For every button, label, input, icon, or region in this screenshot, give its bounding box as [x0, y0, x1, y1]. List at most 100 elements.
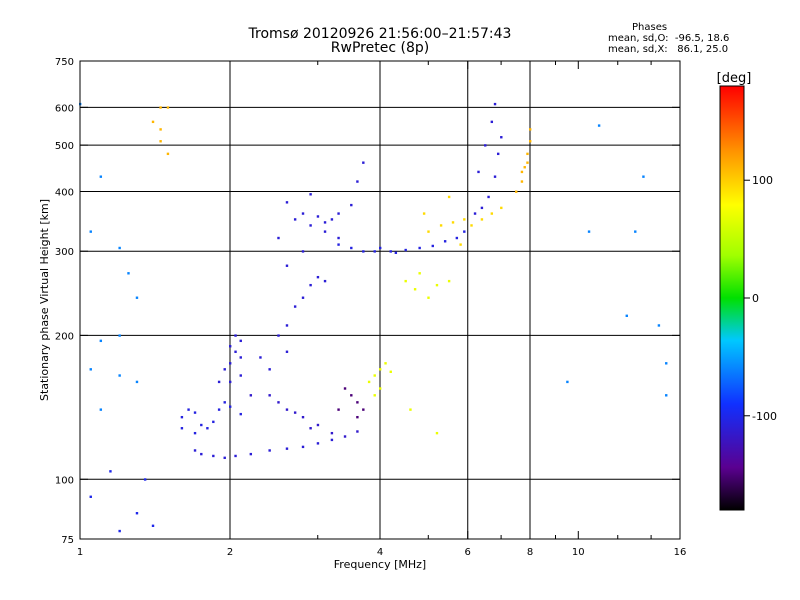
x-tick-label: 8 [527, 547, 533, 558]
data-point [500, 136, 503, 139]
data-point [455, 236, 459, 240]
data-point [523, 166, 526, 169]
data-point [665, 394, 668, 397]
data-point [520, 170, 524, 174]
data-point [118, 374, 121, 377]
data-point [500, 206, 503, 210]
colorbar-tick-label: 100 [752, 174, 773, 187]
data-point [234, 454, 237, 458]
data-point [439, 224, 443, 227]
data-point [151, 524, 155, 528]
data-point [193, 411, 197, 414]
data-point [159, 128, 162, 131]
data-point [118, 334, 121, 337]
colorbar-ticks: 100 0 -100 [744, 174, 777, 423]
x-tick-label: 1 [77, 547, 83, 558]
chart-title: Tromsø 20120926 21:56:00–21:57:43 [248, 26, 512, 42]
y-tick-label: 100 [55, 475, 74, 486]
data-point [293, 218, 297, 221]
data-point [217, 408, 221, 411]
data-point [463, 218, 466, 221]
data-point [520, 180, 524, 183]
x-tick-label: 10 [572, 547, 585, 558]
colorbar-label: [deg] [717, 71, 752, 86]
data-point [99, 175, 103, 178]
data-point [634, 230, 637, 233]
data-point [229, 405, 232, 408]
data-point [515, 190, 518, 193]
data-point [301, 250, 305, 253]
data-point [323, 230, 327, 233]
data-point [373, 374, 376, 377]
data-point [309, 224, 312, 227]
phase-x-stats: mean, sd,X: 86.1, 25.0 [608, 44, 729, 55]
data-points [79, 102, 668, 533]
data-point [427, 230, 430, 233]
data-point [229, 362, 232, 365]
data-point [118, 529, 121, 533]
data-point [249, 452, 253, 456]
data-point [166, 106, 170, 109]
data-point [285, 447, 289, 450]
data-point [293, 411, 297, 414]
chart-subtitle: RwPretec (8p) [330, 40, 430, 56]
data-point [642, 175, 645, 178]
data-point [435, 283, 439, 287]
y-axis-ticks: 75 100 200 300 400 500 600 750 [55, 57, 680, 546]
data-point [493, 102, 497, 106]
data-point [394, 251, 398, 255]
data-point [89, 368, 92, 371]
data-point [309, 193, 312, 196]
data-point [350, 246, 353, 250]
data-point [657, 324, 661, 327]
data-point [200, 423, 203, 427]
data-point [587, 230, 591, 233]
data-point [490, 120, 494, 124]
data-point [285, 350, 289, 353]
data-point [526, 152, 529, 156]
data-point [362, 408, 365, 411]
data-point [187, 408, 190, 411]
data-point [443, 240, 447, 243]
data-point [490, 212, 494, 215]
data-point [427, 296, 430, 299]
data-point [249, 394, 253, 397]
data-point [301, 296, 305, 299]
colorbar-tick-label: -100 [752, 410, 777, 423]
data-point [496, 152, 500, 156]
data-point [463, 230, 466, 233]
data-point [223, 401, 226, 404]
x-tick-label: 2 [227, 547, 233, 558]
x-tick-label: 6 [465, 547, 471, 558]
data-point [362, 250, 365, 253]
data-point [379, 387, 382, 390]
data-point [422, 212, 426, 215]
data-point [239, 412, 242, 416]
data-point [447, 279, 451, 283]
y-tick-label: 400 [55, 187, 74, 198]
data-point [239, 339, 242, 343]
data-point [259, 356, 262, 359]
data-point [268, 449, 271, 452]
data-point [356, 415, 359, 419]
data-point [234, 350, 237, 353]
data-point [356, 430, 359, 433]
data-point [135, 296, 139, 299]
data-point [337, 243, 340, 246]
data-point [459, 243, 462, 246]
data-point [180, 415, 184, 419]
x-tick-label: 16 [674, 547, 687, 558]
data-point [239, 374, 242, 377]
data-point [350, 394, 353, 397]
data-point [409, 408, 412, 411]
data-point [193, 449, 197, 452]
data-point [487, 195, 490, 199]
data-point [268, 368, 271, 371]
data-point [473, 212, 477, 215]
data-point [89, 495, 92, 498]
data-point [480, 218, 484, 221]
data-point [418, 246, 421, 250]
data-point [389, 250, 392, 253]
data-point [229, 380, 232, 384]
